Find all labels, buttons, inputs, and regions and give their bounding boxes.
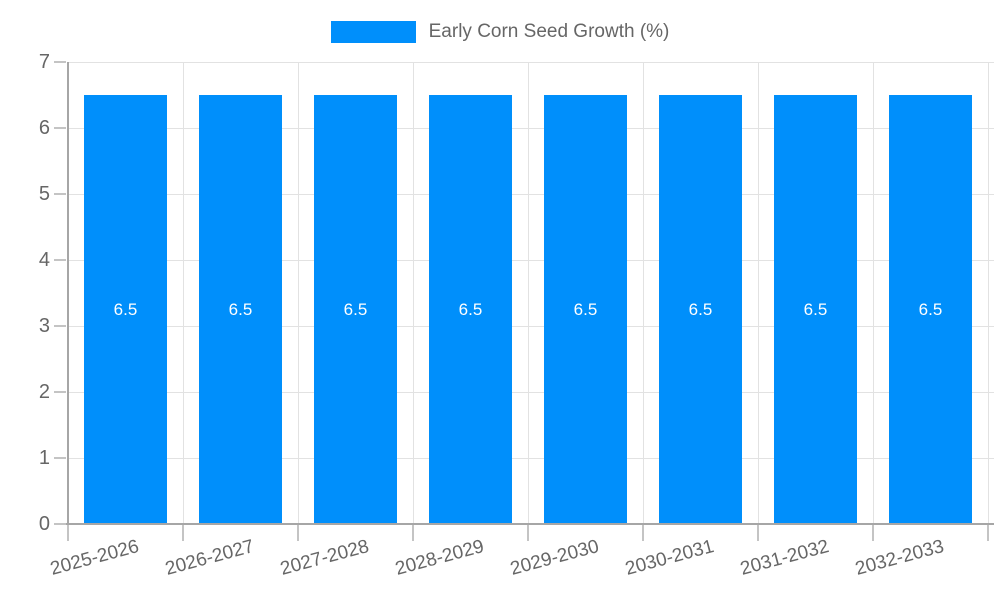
y-axis-label: 4: [38, 249, 50, 271]
bar[interactable]: [659, 95, 742, 523]
x-axis-label: 2031-2032: [737, 536, 831, 580]
x-axis-tick: [297, 524, 299, 541]
y-axis-tick: [54, 457, 66, 459]
x-axis-tick: [872, 524, 874, 541]
y-axis-tick: [54, 523, 66, 525]
legend[interactable]: Early Corn Seed Growth (%): [0, 21, 1000, 43]
v-gridline: [987, 62, 989, 524]
bar-value-label: 6.5: [343, 299, 368, 319]
v-gridline: [757, 62, 759, 524]
bar[interactable]: [889, 95, 972, 523]
x-axis-tick: [757, 524, 759, 541]
bar[interactable]: [84, 95, 167, 523]
h-gridline: [68, 457, 994, 459]
y-axis-label: 5: [38, 183, 50, 205]
v-gridline: [182, 62, 184, 524]
legend-swatch[interactable]: [330, 21, 416, 43]
bar-value-label: 6.5: [918, 299, 943, 319]
y-axis-label: 1: [38, 447, 50, 469]
y-axis-tick: [54, 127, 66, 129]
y-axis-line: [67, 62, 69, 525]
bar-value-label: 6.5: [113, 299, 138, 319]
y-axis-tick: [54, 259, 66, 261]
h-gridline: [68, 391, 994, 393]
h-gridline: [68, 193, 994, 195]
bar-value-label: 6.5: [688, 299, 713, 319]
bar[interactable]: [544, 95, 627, 523]
bar-value-label: 6.5: [803, 299, 828, 319]
x-axis-label: 2030-2031: [622, 536, 716, 580]
bar-value-label: 6.5: [458, 299, 483, 319]
v-gridline: [412, 62, 414, 524]
x-axis-tick: [987, 524, 989, 541]
h-gridline: [68, 127, 994, 129]
v-gridline: [872, 62, 874, 524]
y-axis-label: 3: [38, 315, 50, 337]
x-axis-label: 2029-2030: [507, 536, 601, 580]
bar-value-label: 6.5: [573, 299, 598, 319]
x-axis-label: 2028-2029: [392, 536, 486, 580]
y-axis-label: 0: [38, 513, 50, 535]
y-axis-tick: [54, 193, 66, 195]
x-axis-tick: [67, 524, 69, 541]
v-gridline: [642, 62, 644, 524]
x-axis-label: 2027-2028: [277, 536, 371, 580]
bar-value-label: 6.5: [228, 299, 253, 319]
x-axis-label: 2026-2027: [162, 536, 256, 580]
x-axis-label: 2025-2026: [47, 536, 141, 580]
legend-label: Early Corn Seed Growth (%): [428, 21, 670, 42]
h-gridline: [68, 61, 994, 63]
y-axis-label: 7: [38, 51, 50, 73]
x-axis-line: [66, 523, 994, 525]
bar[interactable]: [774, 95, 857, 523]
bar[interactable]: [429, 95, 512, 523]
x-axis-tick: [412, 524, 414, 541]
x-axis-tick: [182, 524, 184, 541]
y-axis-tick: [54, 325, 66, 327]
x-axis-tick: [527, 524, 529, 541]
x-axis-label: 2032-2033: [852, 536, 946, 580]
y-axis-tick: [54, 61, 66, 63]
y-axis-label: 2: [38, 381, 50, 403]
bar[interactable]: [199, 95, 282, 523]
x-axis-tick: [642, 524, 644, 541]
y-axis-tick: [54, 391, 66, 393]
v-gridline: [527, 62, 529, 524]
y-axis-label: 6: [38, 117, 50, 139]
bar[interactable]: [314, 95, 397, 523]
h-gridline: [68, 325, 994, 327]
h-gridline: [68, 259, 994, 261]
v-gridline: [297, 62, 299, 524]
